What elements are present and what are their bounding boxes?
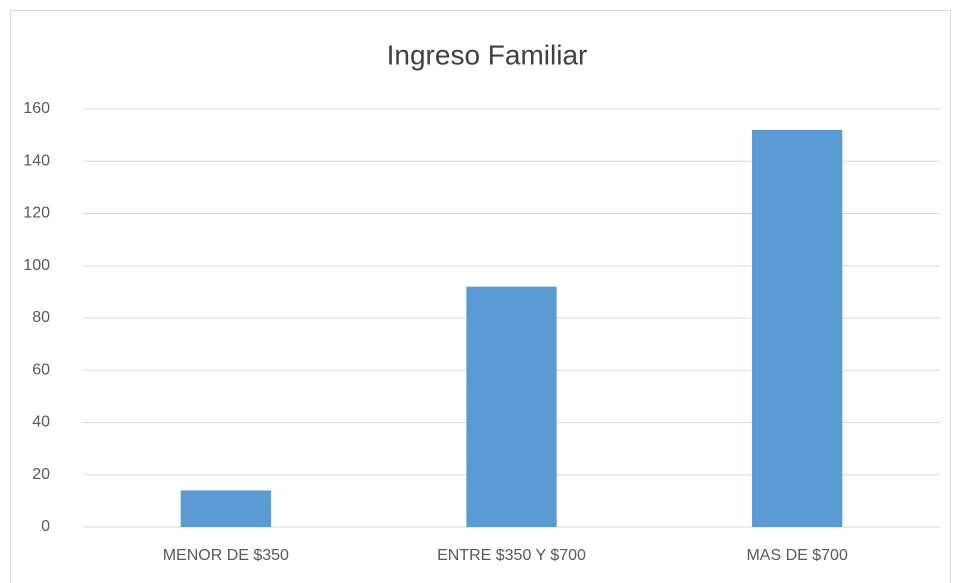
y-tick-label: 20 — [32, 466, 50, 483]
y-tick-label: 40 — [32, 414, 50, 431]
y-tick-label: 80 — [32, 309, 50, 326]
y-tick-label: 60 — [32, 361, 50, 378]
x-tick-label: MENOR DE $350 — [163, 547, 289, 564]
x-tick-label: MAS DE $700 — [746, 547, 847, 564]
y-tick-label: 100 — [23, 257, 50, 274]
x-tick-label: ENTRE $350 Y $700 — [437, 547, 586, 564]
chart-title: Ingreso Familiar — [387, 39, 588, 70]
y-tick-label: 120 — [23, 205, 50, 222]
y-tick-label: 0 — [41, 518, 50, 535]
bar — [466, 286, 557, 527]
y-tick-label: 160 — [23, 100, 50, 117]
bar — [752, 129, 843, 527]
bar — [180, 490, 271, 527]
y-tick-label: 140 — [23, 152, 50, 169]
